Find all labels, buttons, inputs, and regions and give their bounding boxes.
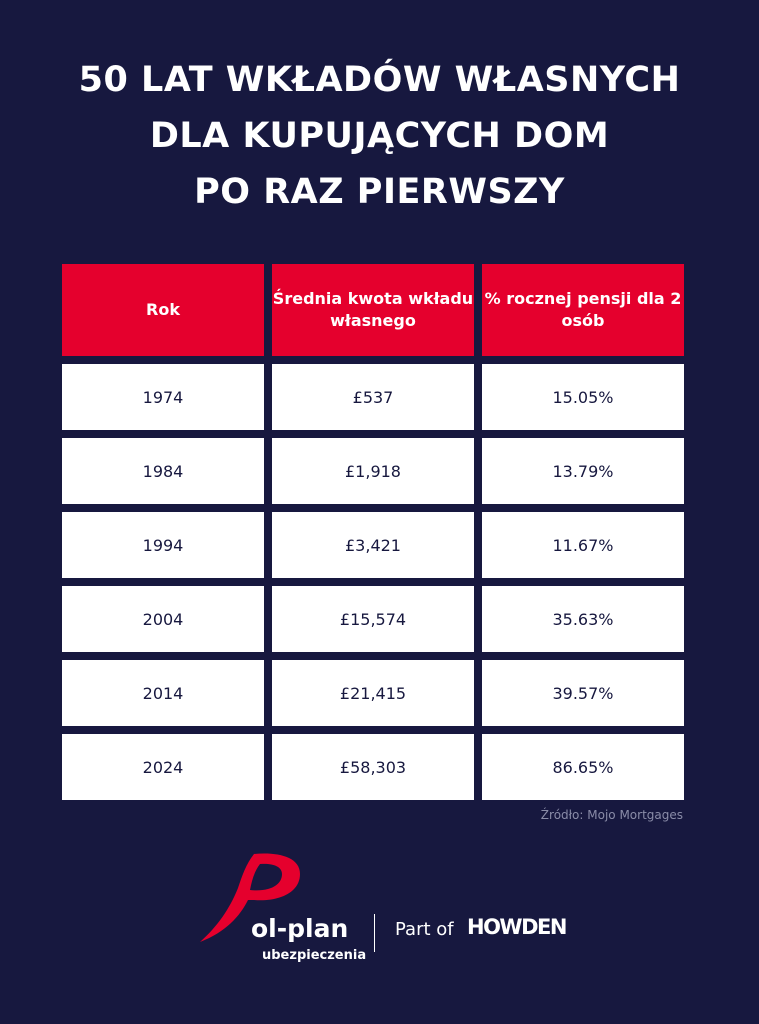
- down-payment-table: Rok Średnia kwota wkładu własnego % rocz…: [62, 264, 684, 808]
- cell-amount: £3,421: [272, 512, 474, 578]
- cell-amount: £1,918: [272, 438, 474, 504]
- brand-subtitle: ubezpieczenia: [262, 948, 367, 963]
- table-row: 2004 £15,574 35.63%: [62, 586, 684, 652]
- cell-percent: 15.05%: [482, 364, 684, 430]
- howden-logo: HOWDEN: [467, 915, 567, 939]
- cell-year: 2024: [62, 734, 264, 800]
- table-row: 1994 £3,421 11.67%: [62, 512, 684, 578]
- title-line-1: 50 LAT WKŁADÓW WŁASNYCH: [78, 60, 681, 100]
- cell-year: 1974: [62, 364, 264, 430]
- header-year: Rok: [62, 264, 264, 356]
- header-average-amount: Średnia kwota wkładu własnego: [272, 264, 474, 356]
- table-row: 2014 £21,415 39.57%: [62, 660, 684, 726]
- cell-percent: 11.67%: [482, 512, 684, 578]
- footer-divider: [374, 914, 375, 952]
- footer-logos: ol-plan ubezpieczenia Part of HOWDEN: [196, 852, 576, 972]
- pol-plan-p-logo-icon: [200, 853, 300, 942]
- cell-year: 2004: [62, 586, 264, 652]
- header-salary-percent: % rocznej pensji dla 2 osób: [482, 264, 684, 356]
- source-note: Źródło: Mojo Mortgages: [540, 808, 683, 822]
- page-title: 50 LAT WKŁADÓW WŁASNYCH DLA KUPUJĄCYCH D…: [0, 52, 759, 220]
- table-row: 1974 £537 15.05%: [62, 364, 684, 430]
- title-line-3: PO RAZ PIERWSZY: [194, 172, 565, 212]
- cell-percent: 13.79%: [482, 438, 684, 504]
- cell-amount: £15,574: [272, 586, 474, 652]
- title-line-2: DLA KUPUJĄCYCH DOM: [149, 116, 610, 156]
- cell-percent: 86.65%: [482, 734, 684, 800]
- cell-year: 1994: [62, 512, 264, 578]
- cell-percent: 35.63%: [482, 586, 684, 652]
- cell-amount: £21,415: [272, 660, 474, 726]
- part-of-label: Part of: [395, 919, 454, 940]
- cell-amount: £58,303: [272, 734, 474, 800]
- cell-year: 1984: [62, 438, 264, 504]
- cell-amount: £537: [272, 364, 474, 430]
- table-row: 2024 £58,303 86.65%: [62, 734, 684, 800]
- cell-year: 2014: [62, 660, 264, 726]
- table-row: 1984 £1,918 13.79%: [62, 438, 684, 504]
- table-header-row: Rok Średnia kwota wkładu własnego % rocz…: [62, 264, 684, 356]
- brand-name: ol-plan: [251, 914, 349, 943]
- cell-percent: 39.57%: [482, 660, 684, 726]
